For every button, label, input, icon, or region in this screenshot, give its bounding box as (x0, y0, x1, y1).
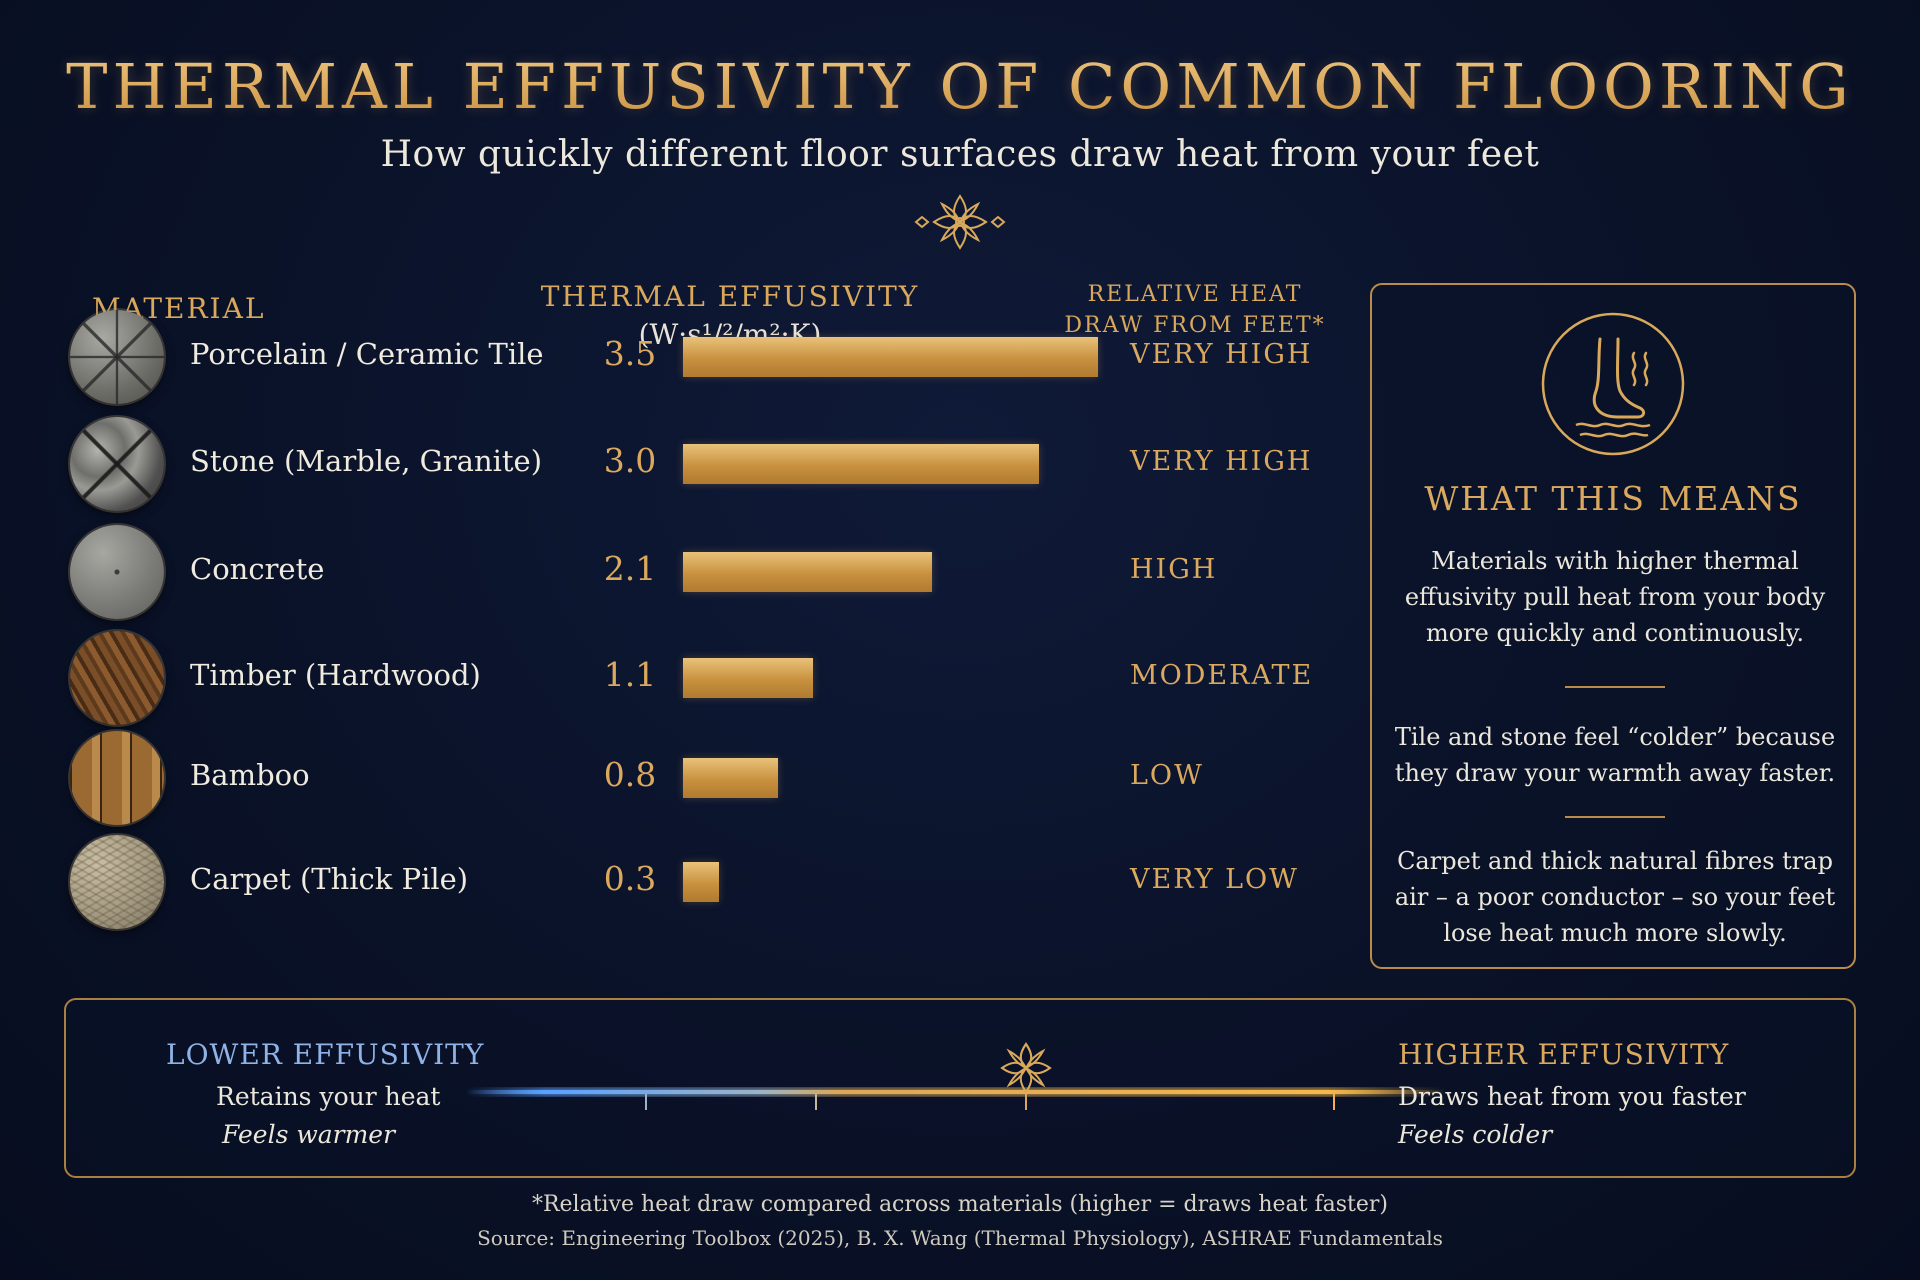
material-label: Carpet (Thick Pile) (190, 862, 469, 896)
panel-paragraph-2: Tile and stone feel “colder” because the… (1392, 719, 1838, 791)
effusivity-value-label: 2.1 (603, 549, 657, 588)
foot-heat-icon (1541, 312, 1685, 456)
effusivity-bar (683, 444, 1039, 484)
material-label: Concrete (190, 552, 325, 586)
effusivity-column-header: THERMAL EFFUSIVITY (540, 280, 920, 313)
legend-low-title: LOWER EFFUSIVITY (166, 1038, 485, 1071)
footnote: *Relative heat draw compared across mate… (531, 1192, 1389, 1217)
legend-high-feel: Feels colder (1398, 1120, 1553, 1149)
panel-p2-line: Tile and stone feel “colder” because (1394, 723, 1836, 751)
stone-texture-swatch (70, 417, 164, 511)
effusivity-bar (683, 658, 813, 698)
source-citation: Source: Engineering Toolbox (2025), B. X… (477, 1226, 1443, 1250)
legend-low-description: Retains your heat (216, 1082, 441, 1111)
effusivity-value-label: 0.8 (603, 755, 657, 794)
effusivity-value-label: 3.5 (603, 334, 657, 373)
panel-p3-line: air – a poor conductor – so your feet (1394, 883, 1836, 911)
legend-high-description: Draws heat from you faster (1398, 1082, 1746, 1111)
divider-ornament-icon (635, 194, 1285, 250)
material-label: Porcelain / Ceramic Tile (190, 337, 544, 371)
explanation-panel: WHAT THIS MEANS Materials with higher th… (1370, 283, 1856, 969)
panel-paragraph-1: Materials with higher thermal effusivity… (1392, 543, 1838, 651)
concrete-texture-swatch (70, 525, 164, 619)
effusivity-scale-legend: LOWER EFFUSIVITY Retains your heat Feels… (64, 998, 1856, 1178)
panel-p1-line: more quickly and continuously. (1425, 619, 1805, 647)
panel-divider (1565, 686, 1665, 688)
effusivity-value-label: 3.0 (603, 441, 657, 480)
panel-p1-line: Materials with higher thermal (1431, 547, 1799, 575)
legend-low-feel: Feels warmer (222, 1120, 396, 1149)
relative-heat-level: VERY HIGH (1130, 339, 1313, 370)
relative-heat-level: HIGH (1130, 554, 1218, 585)
panel-p3-line: Carpet and thick natural fibres trap (1397, 847, 1833, 875)
page-title: THERMAL EFFUSIVITY OF COMMON FLOORING (0, 50, 1920, 123)
timber-texture-swatch (70, 631, 164, 725)
relative-heat-header-line1: RELATIVE HEAT (1087, 282, 1303, 307)
legend-high-title: HIGHER EFFUSIVITY (1398, 1038, 1730, 1071)
effusivity-bar (683, 862, 719, 902)
relative-heat-level: MODERATE (1130, 660, 1314, 691)
panel-divider (1565, 816, 1665, 818)
effusivity-bar (683, 552, 932, 592)
material-label: Stone (Marble, Granite) (190, 444, 543, 478)
panel-title: WHAT THIS MEANS (1424, 479, 1802, 518)
relative-heat-level: VERY LOW (1130, 864, 1299, 895)
effusivity-value-label: 0.3 (603, 859, 657, 898)
carpet-texture-swatch (70, 835, 164, 929)
effusivity-value-label: 1.1 (603, 655, 657, 694)
page-subtitle: How quickly different floor surfaces dra… (380, 134, 1540, 175)
effusivity-gradient-scale (466, 1042, 1446, 1110)
relative-heat-header-line2: DRAW FROM FEET* (1064, 313, 1326, 338)
bamboo-texture-swatch (70, 731, 164, 825)
panel-p2-line: they draw your warmth away faster. (1394, 759, 1836, 787)
tile-texture-swatch (70, 310, 164, 404)
panel-p1-line: effusivity pull heat from your body (1404, 583, 1826, 611)
material-label: Bamboo (190, 758, 310, 792)
relative-heat-level: LOW (1130, 760, 1204, 791)
effusivity-bar (683, 337, 1098, 377)
relative-heat-level: VERY HIGH (1130, 446, 1313, 477)
material-label: Timber (Hardwood) (190, 658, 481, 692)
panel-p3-line: lose heat much more slowly. (1443, 919, 1787, 947)
panel-paragraph-3: Carpet and thick natural fibres trap air… (1392, 843, 1838, 951)
effusivity-bar (683, 758, 778, 798)
